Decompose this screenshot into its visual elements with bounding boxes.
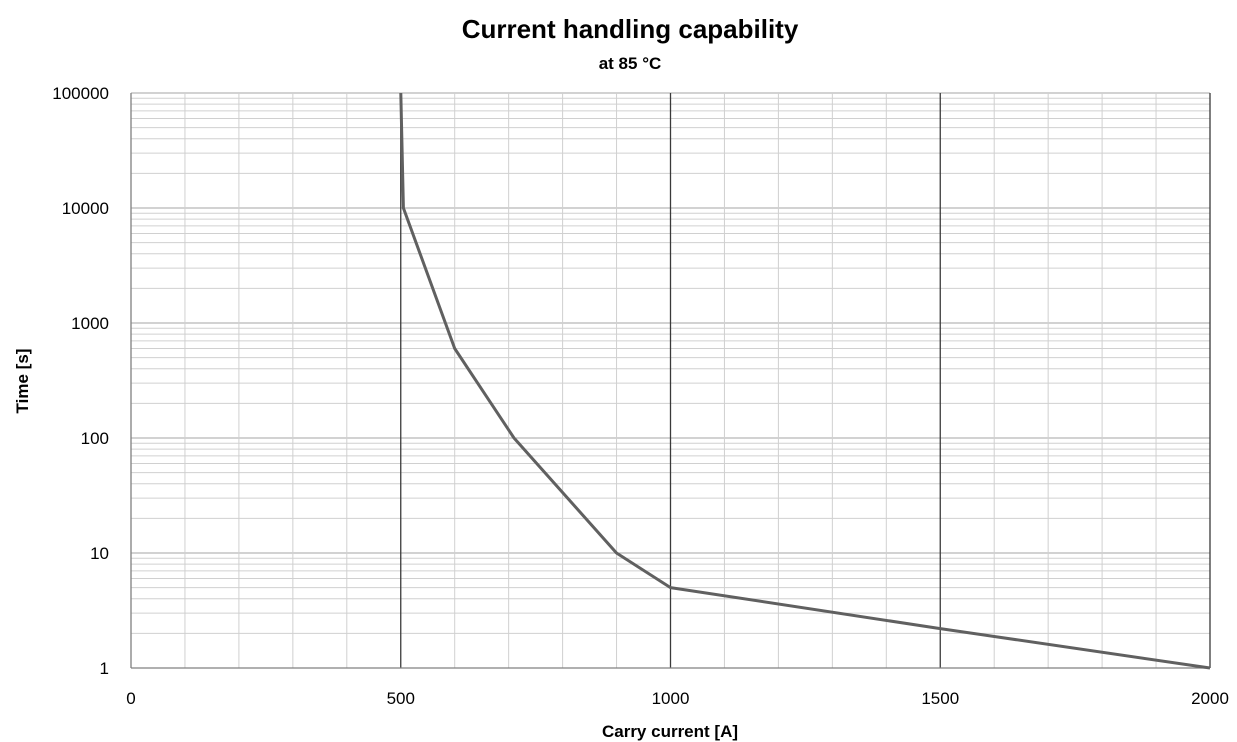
x-tick-label: 500 <box>387 689 415 708</box>
series-layer <box>399 92 1211 670</box>
grid <box>131 92 1211 669</box>
y-tick-label: 10 <box>90 544 109 563</box>
x-tick-label: 2000 <box>1191 689 1229 708</box>
axes <box>130 93 1210 669</box>
y-axis-label: Time [s] <box>13 349 32 414</box>
y-tick-label: 1000 <box>71 314 109 333</box>
y-tick-label: 100000 <box>52 84 109 103</box>
x-tick-label: 1000 <box>652 689 690 708</box>
y-tick-label: 100 <box>81 429 109 448</box>
x-tick-label: 1500 <box>921 689 959 708</box>
y-tick-label: 10000 <box>62 199 109 218</box>
x-axis-label: Carry current [A] <box>602 722 738 741</box>
series-line <box>399 92 1211 670</box>
x-tick-label: 0 <box>126 689 135 708</box>
chart-subtitle: at 85 °C <box>599 54 662 73</box>
y-tick-label: 1 <box>100 659 109 678</box>
chart-title: Current handling capability <box>462 14 799 44</box>
tick-labels: 0 500 1000 1500 2000 1 10 100 1000 10000 100000 <box>52 84 1229 708</box>
